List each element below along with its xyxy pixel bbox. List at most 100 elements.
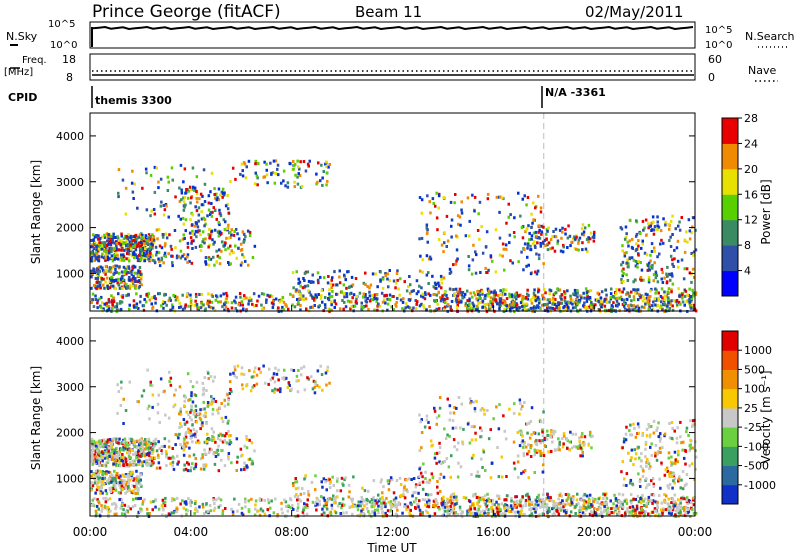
data-cell: [108, 454, 111, 458]
data-cell: [90, 450, 94, 454]
data-cell: [153, 259, 156, 263]
data-cell: [194, 465, 197, 469]
data-cell: [455, 299, 458, 303]
data-cell: [512, 440, 516, 444]
data-cell: [294, 487, 298, 491]
data-cell: [282, 308, 285, 312]
data-cell: [581, 454, 584, 458]
data-cell: [495, 300, 498, 304]
data-cell: [120, 512, 124, 516]
data-cell: [151, 233, 154, 237]
data-cell: [272, 159, 276, 163]
data-cell: [135, 305, 138, 309]
data-cell: [327, 275, 330, 278]
data-cell: [522, 442, 526, 446]
data-cell: [107, 507, 110, 511]
data-cell: [222, 218, 226, 222]
data-cell: [318, 503, 321, 507]
data-cell: [250, 497, 253, 501]
data-cell: [646, 293, 649, 297]
data-cell: [665, 280, 669, 284]
data-cell: [213, 462, 217, 466]
data-cell: [203, 182, 207, 186]
data-cell: [621, 302, 625, 306]
data-cell: [282, 376, 286, 380]
data-cell: [467, 264, 471, 268]
data-cell: [160, 504, 164, 508]
data-cell: [134, 280, 137, 283]
data-cell: [326, 369, 329, 373]
data-cell: [466, 289, 469, 293]
data-cell: [91, 440, 94, 444]
data-cell: [152, 500, 155, 504]
data-cell: [146, 235, 149, 238]
data-cell: [670, 299, 673, 303]
data-cell: [340, 476, 344, 480]
data-cell: [191, 166, 195, 170]
data-cell: [269, 378, 273, 382]
data-cell: [563, 296, 567, 300]
data-cell: [290, 387, 293, 391]
data-cell: [673, 500, 677, 504]
data-cell: [542, 463, 545, 467]
data-cell: [135, 302, 139, 306]
data-cell: [365, 304, 368, 308]
data-cell: [201, 502, 205, 506]
data-cell: [402, 297, 405, 301]
data-cell: [313, 304, 316, 307]
data-cell: [384, 511, 387, 515]
data-cell: [533, 453, 536, 457]
data-cell: [364, 299, 367, 303]
data-cell: [90, 488, 93, 492]
data-cell: [498, 253, 502, 257]
data-cell: [639, 501, 643, 505]
data-cell: [138, 266, 142, 269]
data-cell: [284, 303, 287, 307]
data-cell: [438, 507, 441, 511]
data-cell: [117, 168, 121, 172]
data-cell: [148, 247, 151, 251]
data-cell: [322, 496, 326, 500]
data-cell: [407, 285, 410, 289]
data-cell: [202, 400, 205, 404]
data-cell: [213, 506, 217, 510]
data-cell: [297, 486, 300, 490]
data-cell: [479, 408, 483, 412]
data-cell: [118, 498, 121, 502]
data-cell: [364, 283, 367, 287]
data-cell: [299, 294, 303, 298]
data-cell: [214, 440, 217, 444]
data-cell: [122, 463, 125, 467]
data-cell: [522, 454, 526, 458]
data-cell: [190, 261, 194, 265]
data-cell: [139, 509, 142, 513]
data-cell: [147, 439, 151, 443]
data-cell: [518, 513, 521, 516]
data-cell: [184, 229, 187, 233]
data-cell: [691, 267, 695, 271]
data-cell: [481, 292, 484, 296]
data-cell: [154, 301, 157, 305]
data-cell: [435, 191, 438, 195]
data-cell: [433, 409, 437, 413]
data-cell: [639, 261, 642, 264]
data-cell: [206, 299, 210, 303]
data-cell: [296, 175, 299, 179]
data-cell: [94, 444, 98, 448]
data-cell: [122, 440, 125, 444]
data-cell: [689, 295, 693, 298]
data-cell: [508, 308, 512, 311]
data-cell: [97, 445, 101, 449]
data-cell: [128, 248, 132, 252]
data-cell: [157, 292, 160, 296]
data-cell: [392, 295, 395, 298]
data-cell: [123, 282, 127, 285]
data-cell: [536, 296, 540, 300]
power-panel-frame: [89, 112, 696, 312]
data-cell: [537, 290, 540, 294]
data-cell: [101, 445, 104, 449]
data-cell: [578, 236, 582, 240]
data-cell: [382, 501, 386, 505]
data-cell: [418, 237, 421, 241]
data-cell: [268, 295, 271, 299]
